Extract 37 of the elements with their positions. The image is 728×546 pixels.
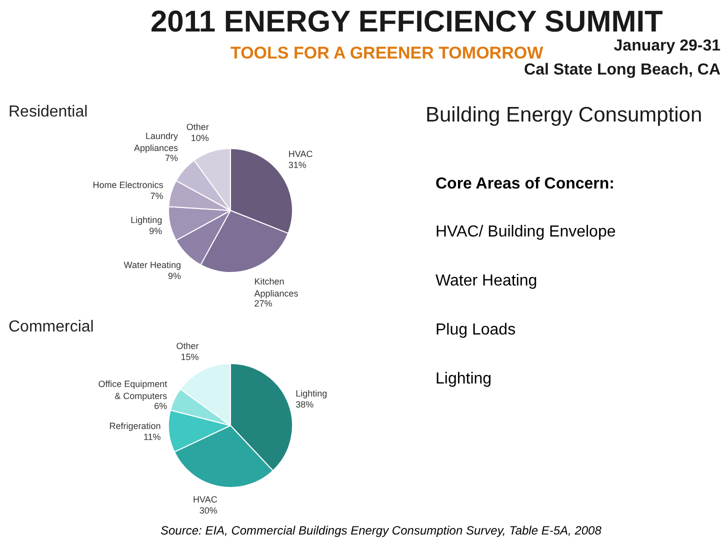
- data-label: 27%: [254, 298, 272, 308]
- slice-label: Office Equipment & Computers: [98, 379, 168, 402]
- slice-label: Home Electronics: [92, 180, 164, 190]
- data-label: 15%: [180, 352, 199, 362]
- slice-label: HVAC: [288, 149, 314, 160]
- slice-label: Refrigeration: [109, 421, 161, 432]
- slice-label: Other: [176, 341, 199, 352]
- chart-title: Residential: [8, 104, 88, 120]
- text: Plug Loads: [436, 322, 516, 338]
- text: HVAC/ Building Envelope: [436, 224, 616, 240]
- text: Water Heating: [436, 272, 538, 290]
- data-label: 11%: [143, 432, 161, 442]
- text: Core Areas of Concern:: [436, 176, 614, 192]
- slice-label: Lighting: [130, 214, 162, 225]
- slice-label: Other: [186, 122, 209, 132]
- text: 2011 ENERGY EFFICIENCY SUMMIT: [150, 6, 663, 38]
- text: TOOLS FOR A GREENER TOMORROW: [230, 44, 544, 62]
- text: Cal State Long Beach, CA: [524, 62, 721, 78]
- slice-label: HVAC: [193, 494, 218, 504]
- data-label: 6%: [154, 401, 168, 412]
- data-label: 7%: [150, 190, 164, 201]
- text: Building Energy Consumption: [426, 104, 702, 126]
- source-note: Source: EIA, Commercial Buildings Energy Consumption Survey, Table E-5A, 2008: [160, 524, 602, 538]
- data-label: 31%: [288, 160, 306, 170]
- data-label: 9%: [149, 226, 162, 236]
- data-label: 30%: [199, 505, 218, 516]
- data-label: 38%: [296, 400, 314, 410]
- chart-title: Commercial: [8, 318, 94, 336]
- slice-label: Laundry Appliances: [134, 131, 178, 154]
- slice-label: Water Heating: [124, 260, 182, 270]
- slice-label: Lighting: [296, 388, 328, 399]
- text: January 29-31: [614, 38, 721, 54]
- data-label: 9%: [168, 270, 182, 281]
- data-label: 10%: [190, 132, 209, 143]
- text: Lighting: [436, 370, 492, 388]
- data-label: 7%: [164, 153, 178, 164]
- slice-label: Kitchen Appliances: [254, 276, 299, 298]
